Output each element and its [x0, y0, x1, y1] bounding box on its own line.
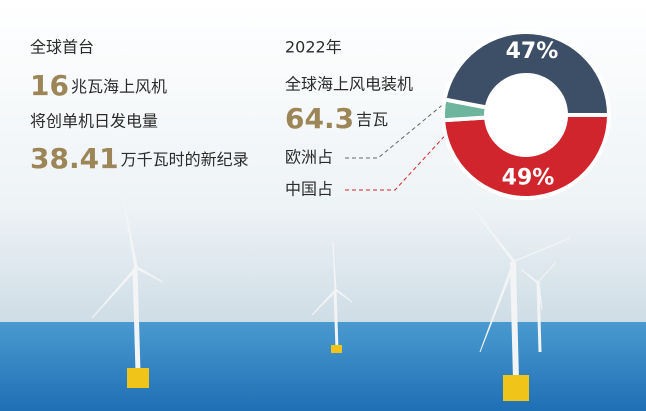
- capacity: 16: [30, 69, 69, 102]
- value-label: 47%: [506, 39, 559, 64]
- capacity-text: 兆瓦海上风机: [71, 77, 167, 96]
- legend-label: 欧洲占: [285, 148, 333, 167]
- donut: 49% 47%: [441, 30, 612, 200]
- turbines: [91, 189, 571, 401]
- legend-label: 中国占: [285, 180, 333, 199]
- value-label: 49%: [502, 165, 555, 190]
- record-text: 万千瓦时的新纪录: [121, 150, 249, 169]
- intro-line: 38.41 万千瓦时的新纪录: [30, 142, 249, 175]
- leader-line: [345, 127, 453, 191]
- chart-subtitle: 2022年: [285, 38, 342, 57]
- record: 38.41: [30, 142, 119, 175]
- intro-line: 16 兆瓦海上风机: [30, 69, 167, 102]
- sea: [0, 322, 646, 411]
- total: 64.3: [285, 102, 354, 135]
- total-unit: 吉瓦: [356, 110, 388, 129]
- total-line: 64.3 吉瓦: [285, 102, 388, 135]
- intro-line: 将创单机日发电量: [30, 112, 158, 131]
- intro-line: 全球首台: [30, 38, 94, 57]
- chart-title: 全球海上风电装机: [285, 75, 413, 94]
- donut-hole: [486, 75, 566, 155]
- leader-line: [345, 101, 447, 159]
